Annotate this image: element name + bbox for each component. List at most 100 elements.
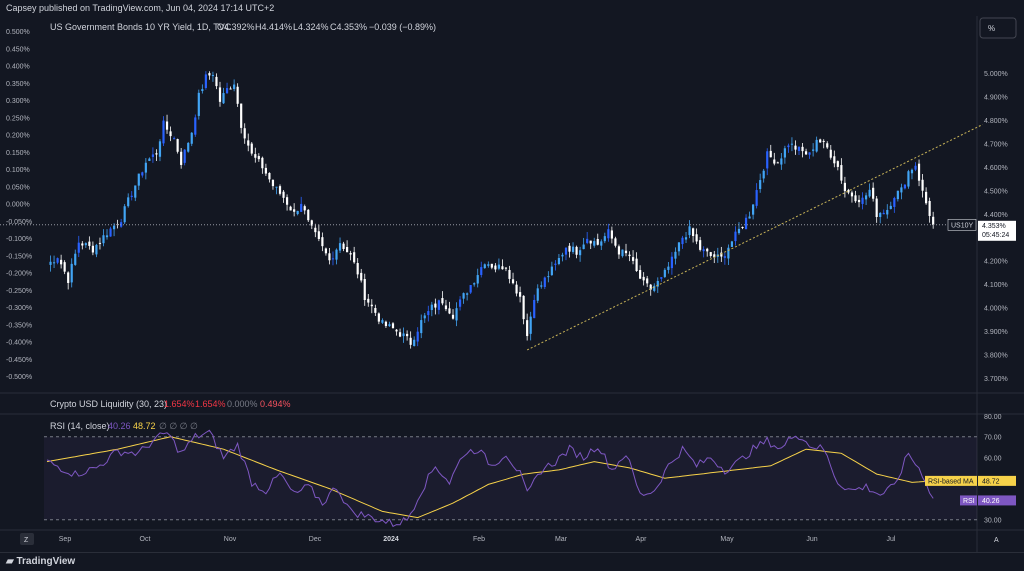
candle-body bbox=[646, 278, 649, 284]
candle-body bbox=[684, 237, 688, 240]
time-tick-label: 2024 bbox=[383, 536, 399, 543]
candle-body bbox=[444, 305, 448, 310]
percent-button[interactable]: % bbox=[988, 24, 995, 33]
rsi-tag-value: 40.26 bbox=[982, 498, 1000, 505]
candle-body bbox=[896, 190, 899, 200]
rsi-ma-value: 48.72 bbox=[133, 421, 156, 431]
candle-body bbox=[349, 253, 352, 255]
candle-body bbox=[455, 308, 458, 321]
candle-body bbox=[586, 238, 589, 243]
candle-body bbox=[695, 234, 698, 242]
candle-body bbox=[243, 128, 246, 139]
candle-body bbox=[550, 266, 553, 276]
candle-body bbox=[134, 185, 137, 198]
right-tick-label: 3.700% bbox=[984, 376, 1008, 383]
left-tick-label: 0.100% bbox=[6, 167, 30, 174]
candle-body bbox=[702, 249, 705, 252]
candle-body bbox=[233, 84, 236, 90]
candle-body bbox=[165, 121, 169, 130]
candle-body bbox=[819, 139, 822, 143]
time-axis[interactable]: Sep Oct Nov Dec 2024 Feb Mar Apr May Jun Jul bbox=[59, 536, 896, 543]
tradingview-logo[interactable]: ▰ TradingView bbox=[6, 556, 75, 567]
percent-button-bg[interactable] bbox=[979, 17, 1017, 39]
left-tick-label: 0.250% bbox=[6, 115, 30, 122]
candle-body bbox=[603, 236, 606, 242]
left-tick-label: -0.500% bbox=[6, 374, 32, 381]
candle-body bbox=[557, 258, 561, 265]
candle-body bbox=[300, 203, 303, 212]
support-trendline[interactable] bbox=[526, 124, 983, 351]
candle-body bbox=[370, 304, 373, 307]
candle-body bbox=[74, 253, 77, 265]
candle-body bbox=[88, 241, 91, 246]
candle-body bbox=[317, 231, 320, 239]
left-tick-label: -0.100% bbox=[6, 236, 32, 243]
candle-body bbox=[579, 250, 582, 256]
left-tick-label: 0.500% bbox=[6, 29, 30, 36]
right-tick-label: 4.000% bbox=[984, 306, 1008, 313]
left-tick-label: -0.450% bbox=[6, 357, 32, 364]
candle-body bbox=[815, 139, 818, 152]
candle-body bbox=[639, 270, 642, 279]
candle-body bbox=[882, 212, 885, 215]
candle-body bbox=[285, 197, 289, 205]
candle-body bbox=[338, 243, 342, 251]
candle-body bbox=[105, 235, 109, 238]
rsi-name[interactable]: RSI (14, close) bbox=[50, 421, 110, 431]
publish-info: Capsey published on TradingView.com, Jun… bbox=[6, 3, 275, 13]
candle-body bbox=[321, 237, 324, 247]
candle-body bbox=[176, 139, 179, 152]
candle-body bbox=[822, 140, 825, 142]
candle-body bbox=[483, 264, 486, 269]
right-tick-label: 4.500% bbox=[984, 188, 1008, 195]
candle-body bbox=[423, 315, 426, 319]
symbol-tag-bg bbox=[947, 218, 977, 231]
candle-body bbox=[593, 241, 596, 246]
candle-body bbox=[384, 321, 388, 327]
candle-body bbox=[194, 117, 197, 135]
candle-body bbox=[797, 147, 801, 151]
candle-body bbox=[663, 269, 666, 277]
candle-body bbox=[441, 298, 444, 304]
time-tick-label: Feb bbox=[473, 536, 485, 543]
candle-body bbox=[473, 283, 476, 285]
z-button[interactable]: Z bbox=[24, 537, 29, 544]
candle-body bbox=[162, 120, 165, 144]
candle-body bbox=[575, 246, 578, 255]
candle-body bbox=[377, 313, 380, 322]
candle-body bbox=[857, 199, 861, 203]
rsi-tick-label: 60.00 bbox=[984, 455, 1002, 462]
candle-body bbox=[600, 241, 603, 246]
z-button-bg[interactable] bbox=[20, 533, 34, 545]
candle-body bbox=[755, 190, 758, 206]
candle-body bbox=[886, 209, 889, 215]
candle-body bbox=[494, 265, 497, 270]
candle-body bbox=[720, 252, 723, 257]
candle-body bbox=[741, 226, 744, 228]
legend-symbol[interactable]: US Government Bonds 10 YR Yield, 1D, TVC bbox=[50, 22, 232, 32]
candle-body bbox=[734, 231, 737, 242]
candle-body bbox=[571, 246, 575, 253]
candle-body bbox=[271, 179, 275, 187]
price-tag-countdown: 05:45:24 bbox=[982, 232, 1009, 239]
liquidity-name[interactable]: Crypto USD Liquidity (30, 23) bbox=[50, 399, 167, 409]
left-tick-label: -0.400% bbox=[6, 340, 32, 347]
candle-body bbox=[91, 245, 94, 253]
candle-body bbox=[614, 238, 617, 246]
candle-body bbox=[480, 267, 483, 275]
candle-body bbox=[487, 264, 490, 266]
candle-body bbox=[748, 216, 751, 219]
candle-body bbox=[727, 247, 730, 259]
candle-body bbox=[112, 225, 116, 230]
candle-body bbox=[158, 141, 162, 157]
a-button[interactable]: A bbox=[994, 537, 999, 544]
candle-body bbox=[907, 171, 910, 187]
candle-body bbox=[628, 254, 631, 257]
candle-body bbox=[533, 299, 536, 319]
candle-body bbox=[635, 258, 638, 272]
rsi-tick-label: 80.00 bbox=[984, 414, 1002, 421]
left-tick-label: -0.250% bbox=[6, 288, 32, 295]
candle-body bbox=[120, 222, 123, 227]
